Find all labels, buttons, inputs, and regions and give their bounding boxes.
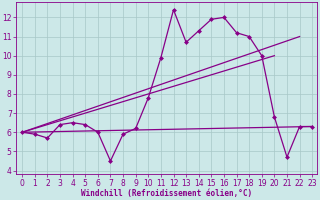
X-axis label: Windchill (Refroidissement éolien,°C): Windchill (Refroidissement éolien,°C) xyxy=(81,189,252,198)
